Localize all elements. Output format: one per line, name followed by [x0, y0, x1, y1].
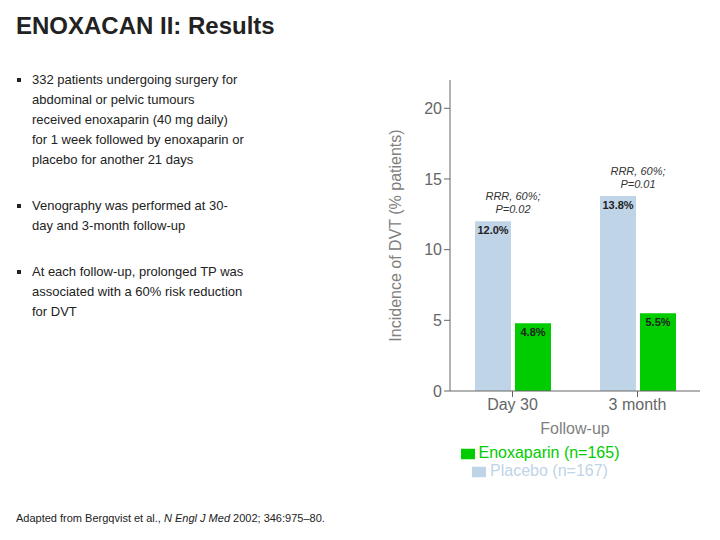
svg-text:RRR, 60%;P=0.01: RRR, 60%;P=0.01 [610, 165, 665, 190]
html-text:At each follow-up, prolonged T: At each follow-up, prolonged TP was asso… [32, 264, 244, 319]
svg-text:0: 0 [433, 383, 442, 400]
html-text:Placebo (n=167): Placebo (n=167) [490, 462, 608, 479]
svg-text:Incidence of DVT (% patients): Incidence of DVT (% patients) [387, 129, 404, 341]
svg-text:Day 30: Day 30 [487, 396, 538, 413]
svg-text:13.8%: 13.8% [602, 199, 633, 211]
svg-text:3 month: 3 month [609, 396, 667, 413]
svg-text:5: 5 [433, 312, 442, 329]
svg-text:10: 10 [424, 241, 442, 258]
svg-text:4.8%: 4.8% [520, 326, 545, 338]
html-text:332 patients undergoing surger: 332 patients undergoing surgery for abdo… [32, 72, 244, 167]
svg-text:RRR, 60%;P=0.02: RRR, 60%;P=0.02 [485, 190, 540, 215]
html-text:Enoxaparin (n=165): Enoxaparin (n=165) [478, 444, 620, 461]
html-text:ENOXACAN II: Results: ENOXACAN II: Results [16, 12, 275, 39]
svg-text:Follow-up: Follow-up [540, 420, 609, 437]
svg-text:15: 15 [424, 171, 442, 188]
svg-text:5.5%: 5.5% [645, 316, 670, 328]
svg-text:12.0%: 12.0% [477, 224, 508, 236]
html-text:Adapted from Bergqvist et al.,: Adapted from Bergqvist et al., N Engl J … [16, 512, 325, 524]
html-text:Venography was performed at 30: Venography was performed at 30- day and … [32, 198, 228, 233]
svg-text:20: 20 [424, 100, 442, 117]
